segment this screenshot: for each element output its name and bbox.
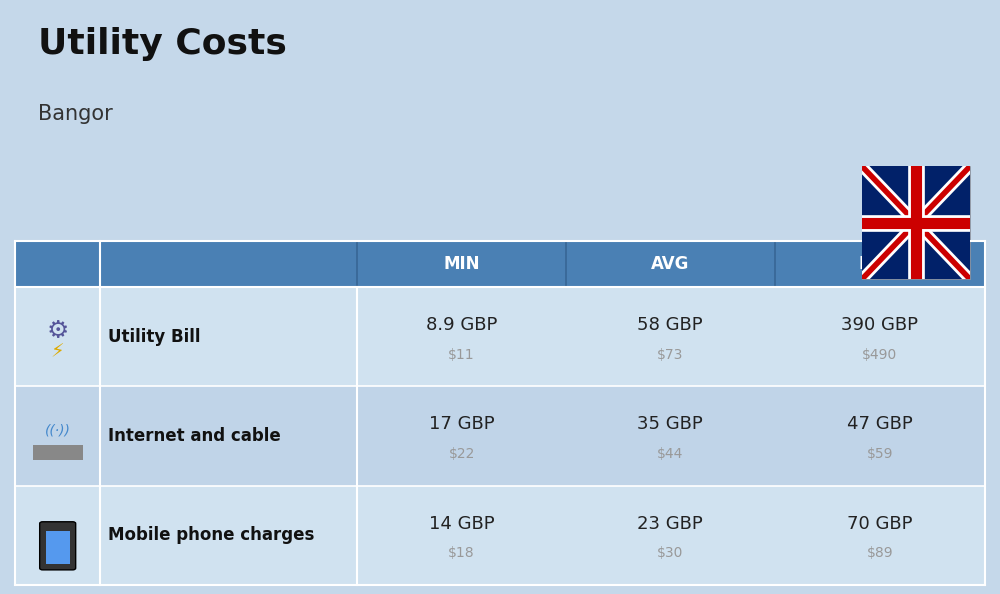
- Text: 58 GBP: 58 GBP: [637, 316, 703, 334]
- Text: 14 GBP: 14 GBP: [429, 514, 494, 532]
- Text: ((·)): ((·)): [45, 423, 71, 437]
- Bar: [15, 387, 100, 486]
- Text: MAX: MAX: [859, 255, 901, 273]
- FancyBboxPatch shape: [15, 387, 985, 486]
- FancyBboxPatch shape: [15, 287, 985, 387]
- Text: $22: $22: [448, 447, 475, 461]
- Text: ⚙: ⚙: [46, 319, 69, 343]
- Text: $73: $73: [657, 347, 683, 362]
- Bar: [33, 445, 83, 460]
- FancyBboxPatch shape: [40, 522, 76, 570]
- Text: 390 GBP: 390 GBP: [841, 316, 918, 334]
- Text: Internet and cable: Internet and cable: [108, 427, 281, 445]
- FancyBboxPatch shape: [15, 241, 985, 287]
- Text: $44: $44: [657, 447, 683, 461]
- Bar: [774, 241, 776, 287]
- Text: Bangor: Bangor: [38, 104, 113, 124]
- Bar: [15, 486, 100, 585]
- Text: AVG: AVG: [651, 255, 689, 273]
- Text: 47 GBP: 47 GBP: [847, 415, 913, 433]
- Text: $30: $30: [657, 546, 683, 560]
- Bar: [565, 241, 567, 287]
- Bar: [356, 241, 358, 287]
- Bar: [15, 287, 100, 387]
- Text: 17 GBP: 17 GBP: [429, 415, 494, 433]
- Text: Utility Costs: Utility Costs: [38, 27, 287, 61]
- Text: $11: $11: [448, 347, 475, 362]
- Bar: [46, 531, 70, 564]
- Text: 23 GBP: 23 GBP: [637, 514, 703, 532]
- Text: MIN: MIN: [443, 255, 480, 273]
- Text: 70 GBP: 70 GBP: [847, 514, 913, 532]
- Text: $89: $89: [866, 546, 893, 560]
- Text: $59: $59: [867, 447, 893, 461]
- Text: 8.9 GBP: 8.9 GBP: [426, 316, 497, 334]
- Text: Mobile phone charges: Mobile phone charges: [108, 526, 315, 545]
- Text: ⚡: ⚡: [51, 342, 65, 361]
- Text: $18: $18: [448, 546, 475, 560]
- Text: 35 GBP: 35 GBP: [637, 415, 703, 433]
- FancyBboxPatch shape: [15, 486, 985, 585]
- Text: Utility Bill: Utility Bill: [108, 328, 201, 346]
- FancyBboxPatch shape: [862, 166, 970, 279]
- Text: $490: $490: [862, 347, 897, 362]
